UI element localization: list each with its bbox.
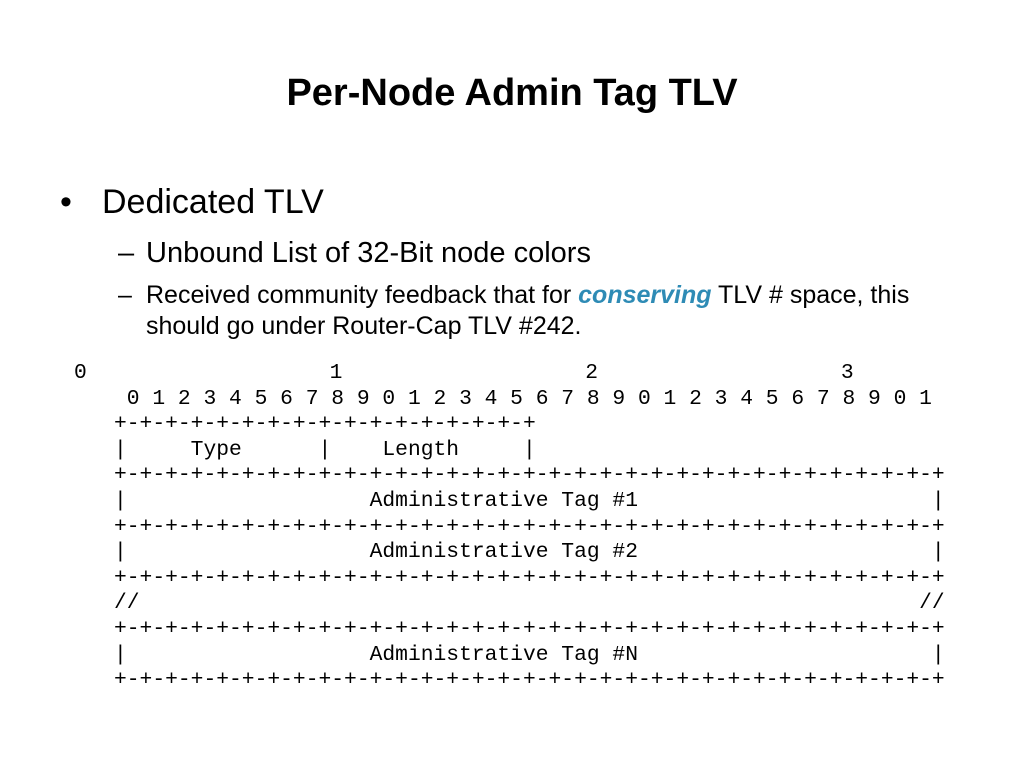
highlight: conserving [578, 281, 712, 309]
diagram-line: | Administrative Tag #2 | [114, 540, 945, 565]
diagram-line: 0 1 2 3 4 5 6 7 8 9 0 1 2 3 4 5 6 7 8 9 … [114, 386, 932, 411]
diagram-line: +-+-+-+-+-+-+-+-+-+-+-+-+-+-+-+-+-+-+-+-… [114, 565, 945, 590]
text-run: TLV # space, this should go under Router… [146, 281, 910, 340]
sub-bullet-text: Received community feedback that for con… [146, 280, 976, 342]
diagram-line: | Administrative Tag #N | [114, 642, 945, 667]
diagram-line: +-+-+-+-+-+-+-+-+-+-+-+-+-+-+-+-+-+-+-+-… [114, 463, 945, 488]
diagram-line: +-+-+-+-+-+-+-+-+-+-+-+-+-+-+-+-+-+-+-+-… [114, 616, 945, 641]
diagram-line: | Administrative Tag #1 | [114, 488, 945, 513]
diagram-line: +-+-+-+-+-+-+-+-+-+-+-+-+-+-+-+-+-+-+-+-… [114, 668, 945, 693]
bullet-marker: • [60, 183, 72, 221]
bullet-text: Dedicated TLV [102, 183, 324, 221]
sub-bullet-text: Unbound List of 32-Bit node colors [146, 237, 591, 269]
packet-diagram: 0 1 2 3 4 5 6 7 8 9 0 1 2 3 4 5 6 7 8 9 … [114, 387, 945, 694]
diagram-line: // // [114, 591, 945, 616]
dash: – [118, 237, 135, 269]
dash: – [118, 281, 132, 309]
diagram-line: | Type | Length | [114, 437, 536, 462]
text-run: Received community feedback that for [146, 281, 579, 309]
diagram-line: +-+-+-+-+-+-+-+-+-+-+-+-+-+-+-+-+-+-+-+-… [114, 514, 945, 539]
diagram-line: +-+-+-+-+-+-+-+-+-+-+-+-+-+-+-+-+ [114, 412, 536, 437]
diagram-header: 0 1 2 3 [74, 361, 854, 385]
slide-title: Per-Node Admin Tag TLV [286, 72, 738, 114]
